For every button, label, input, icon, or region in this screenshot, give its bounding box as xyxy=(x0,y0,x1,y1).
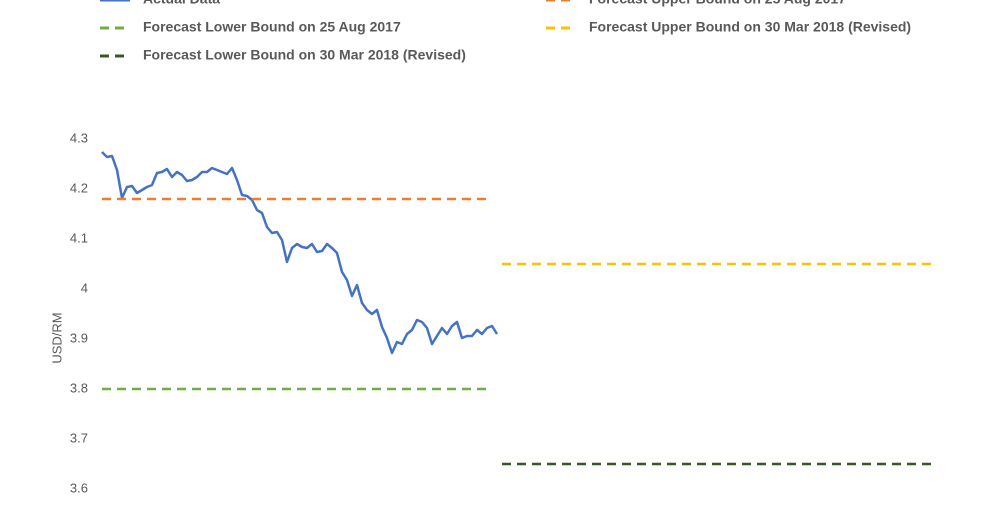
y-tick-label: 4.2 xyxy=(70,180,88,195)
legend-label: Forecast Lower Bound on 25 Aug 2017 xyxy=(143,19,401,35)
legend-label: Forecast Lower Bound on 30 Mar 2018 (Rev… xyxy=(143,47,466,63)
y-tick-label: 3.9 xyxy=(70,330,88,345)
y-tick-label: 3.6 xyxy=(70,480,88,495)
data-line xyxy=(101,151,499,355)
legend-label: Actual Data xyxy=(143,0,220,7)
y-tick-label: 4.3 xyxy=(70,130,88,145)
y-tick-label: 4.1 xyxy=(70,230,88,245)
legend-label: Forecast Upper Bound on 25 Aug 2017 xyxy=(589,0,846,7)
y-axis-label: USD/RM xyxy=(49,312,64,363)
y-tick-label: 3.7 xyxy=(70,430,88,445)
legend-label: Forecast Upper Bound on 30 Mar 2018 (Rev… xyxy=(589,19,911,35)
y-tick-label: 3.8 xyxy=(70,380,88,395)
y-tick-label: 4 xyxy=(81,280,88,295)
